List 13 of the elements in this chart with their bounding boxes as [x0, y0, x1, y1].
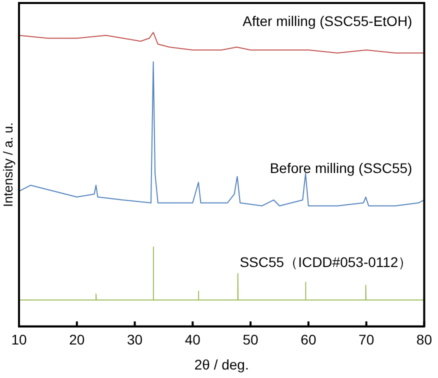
x-tick-label: 80 [416, 332, 432, 348]
y-axis-title: Intensity / a. u. [0, 122, 16, 207]
x-tick-label: 50 [242, 332, 259, 348]
x-tick-label: 40 [184, 332, 201, 348]
series-label: Before milling (SSC55) [270, 160, 412, 176]
x-tick-label: 30 [126, 332, 143, 348]
series-label: After milling (SSC55-EtOH) [242, 12, 412, 29]
series-label: SSC55（ICDD#053-0112） [240, 254, 412, 270]
x-tick-label: 70 [358, 332, 374, 348]
x-tick-label: 20 [69, 332, 85, 348]
x-tick-label: 10 [11, 332, 27, 348]
x-tick-label: 60 [300, 332, 316, 348]
x-axis-title: 2θ / deg. [194, 356, 249, 372]
